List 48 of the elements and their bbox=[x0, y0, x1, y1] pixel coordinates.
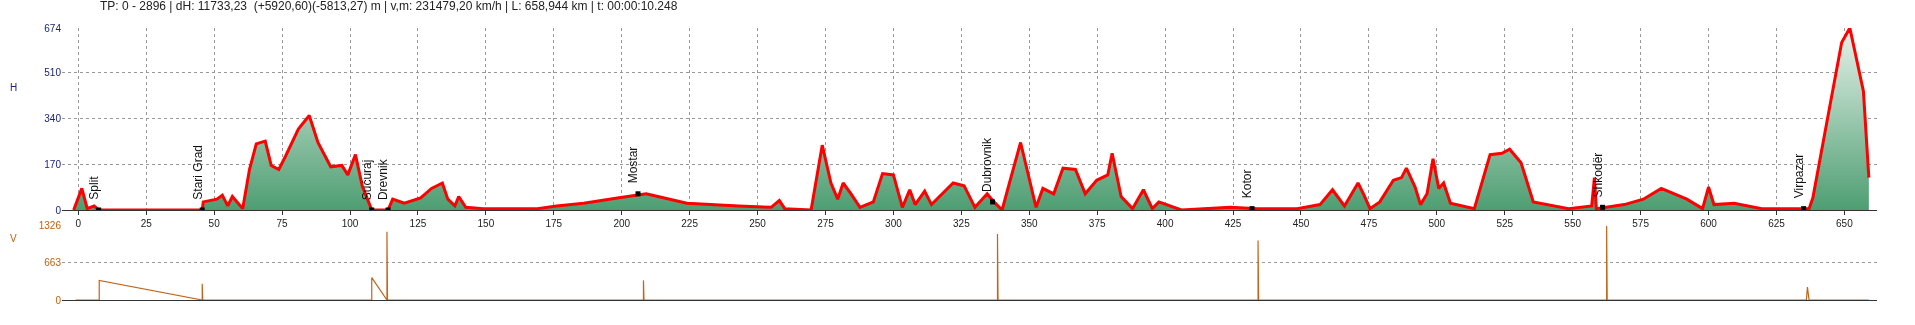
x-tick-label: 125 bbox=[409, 218, 427, 229]
x-tick-label: 200 bbox=[613, 218, 631, 229]
y-tick-label: 170 bbox=[44, 158, 62, 170]
x-tick-label: 275 bbox=[817, 218, 835, 229]
y-tick-label: 1326 bbox=[38, 220, 62, 232]
annotation: Kotor bbox=[1239, 169, 1254, 199]
x-tick-label: 525 bbox=[1496, 218, 1514, 229]
y-axis-title: H bbox=[10, 82, 18, 93]
annotation: Split bbox=[86, 175, 101, 200]
x-tick-label: 650 bbox=[1836, 218, 1854, 229]
x-tick-label: 150 bbox=[477, 218, 495, 229]
x-tick-label: 625 bbox=[1768, 218, 1786, 229]
y-tick-label: 663 bbox=[44, 257, 62, 269]
annotation: Mostar bbox=[625, 146, 640, 184]
x-tick-label: 375 bbox=[1088, 218, 1106, 229]
x-tick-label: 50 bbox=[208, 218, 221, 229]
y-axis-title: V bbox=[10, 233, 17, 244]
y-tick-label: 0 bbox=[55, 294, 62, 306]
annotation: Shkodër bbox=[1590, 152, 1605, 198]
y-tick-label: 510 bbox=[44, 66, 62, 78]
x-tick-label: 500 bbox=[1428, 218, 1446, 229]
chart-title: TP: 0 - 2896 | dH: 11733,23 (+5920,60)(-5813,27) m | v,m: 231479,20 km/h | L: 658,944 km | t: 00:00:10.248 bbox=[100, 0, 678, 13]
annotation: Stari Grad bbox=[190, 145, 205, 200]
y-tick-label: 340 bbox=[44, 112, 62, 124]
x-tick-label: 425 bbox=[1224, 218, 1242, 229]
x-tick-label: 25 bbox=[140, 218, 153, 229]
x-tick-label: 350 bbox=[1020, 218, 1039, 229]
annotation: Drevnik bbox=[376, 158, 391, 201]
x-tick-label: 100 bbox=[341, 218, 359, 229]
annotation: Dubrovnik bbox=[980, 136, 995, 192]
x-tick-label: 250 bbox=[749, 218, 767, 229]
x-tick-label: 0 bbox=[75, 218, 82, 229]
line-series bbox=[74, 225, 1870, 300]
x-tick-label: 300 bbox=[885, 218, 903, 229]
annotation: Virpazar bbox=[1791, 153, 1806, 199]
x-tick-label: 175 bbox=[545, 218, 563, 229]
x-tick-label: 225 bbox=[681, 218, 699, 229]
x-tick-label: 600 bbox=[1700, 218, 1718, 229]
x-tick-label: 475 bbox=[1360, 218, 1378, 229]
annotation: Sućuraj bbox=[360, 159, 375, 201]
x-tick-label: 550 bbox=[1564, 218, 1582, 229]
y-tick-label: 0 bbox=[55, 204, 62, 216]
y-tick-label: 674 bbox=[44, 22, 62, 34]
x-tick-label: 75 bbox=[276, 218, 289, 229]
x-tick-label: 575 bbox=[1632, 218, 1650, 229]
x-tick-label: 450 bbox=[1292, 218, 1310, 229]
x-tick-label: 325 bbox=[953, 218, 971, 229]
x-tick-label: 400 bbox=[1156, 218, 1174, 229]
